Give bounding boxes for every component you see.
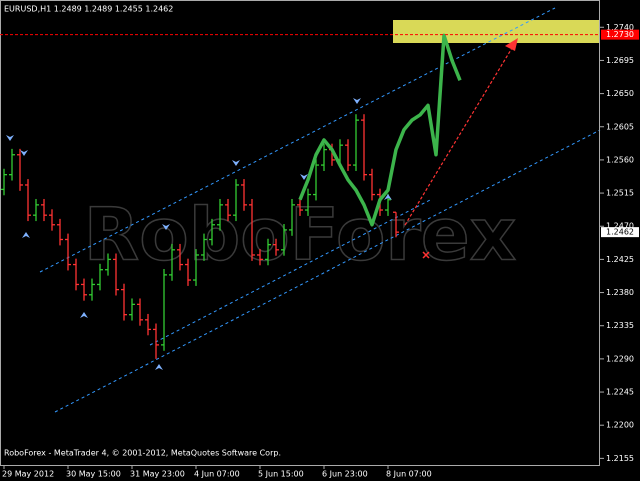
ohlc-bar — [369, 168, 375, 201]
ohlc-bar — [81, 278, 87, 301]
y-tick-label: 1.2380 — [606, 288, 634, 297]
cross-mark — [422, 251, 430, 259]
ohlc-bar — [57, 218, 63, 246]
ohlc-bar — [265, 238, 271, 266]
y-tick-label: 1.2695 — [606, 56, 634, 65]
x-tick-label: 4 Jun 07:00 — [194, 470, 240, 479]
forecast-arrow — [404, 47, 513, 226]
ohlc-bar — [161, 268, 167, 351]
ohlc-bar — [169, 243, 175, 281]
fractals — [6, 98, 392, 370]
price-box — [601, 29, 639, 40]
ohlc-bar — [217, 198, 223, 231]
ohlc-bar — [289, 198, 295, 236]
y-tick-label: 1.2200 — [606, 421, 634, 430]
ohlc-bar — [113, 253, 119, 296]
ohlc-bar — [209, 218, 215, 246]
x-tick-label: 6 Jun 23:00 — [322, 470, 368, 479]
channel-line — [39, 7, 556, 273]
ohlc-bar — [345, 139, 351, 171]
arrow-head — [505, 38, 518, 51]
fractal — [232, 160, 240, 166]
y-tick-label: 1.2740 — [606, 23, 634, 32]
ohlc-bar — [49, 209, 55, 231]
fractal — [155, 364, 163, 370]
fractal — [80, 312, 88, 318]
fractal — [20, 150, 28, 156]
ohlc-bar — [25, 179, 31, 222]
fractal — [6, 135, 14, 141]
ohlc-bar — [9, 148, 15, 181]
fractal — [162, 224, 170, 230]
ohlc-bar — [193, 249, 199, 286]
plot-frame — [0, 0, 600, 466]
ohlc-bar — [177, 243, 183, 271]
ohlc-bar — [89, 278, 95, 301]
y-tick-label: 1.2605 — [606, 122, 634, 131]
y-tick-label: 1.2425 — [606, 255, 634, 264]
y-tick-label: 1.2245 — [606, 388, 634, 397]
ohlc-bar — [129, 298, 135, 321]
fractal — [22, 232, 30, 238]
channel-line — [149, 199, 431, 346]
ohlc-bar — [353, 114, 359, 171]
x-tick-label: 8 Jun 07:00 — [386, 470, 432, 479]
y-tick-label: 1.2650 — [606, 89, 634, 98]
target-zone — [393, 20, 600, 43]
ohlc-bar — [41, 198, 47, 222]
ohlc-bar — [105, 253, 111, 276]
x-tick-label: 5 Jun 15:00 — [258, 470, 304, 479]
overlay-line — [298, 33, 462, 227]
price-box — [601, 227, 639, 238]
x-tick-label: 30 May 15:00 — [66, 470, 121, 479]
ohlc-bar — [361, 114, 367, 181]
ohlc-bar — [297, 198, 303, 216]
ohlc-bar — [97, 263, 103, 291]
ohlc-bar — [305, 188, 311, 216]
fractal — [384, 194, 392, 200]
marks — [1, 33, 462, 359]
price-label: 1.2462 — [606, 228, 634, 237]
ohlc-bar — [73, 258, 79, 291]
ohlc-bar — [153, 323, 159, 359]
y-tick-label: 1.2470 — [606, 222, 634, 231]
ohlc-bar — [1, 168, 7, 196]
y-tick-label: 1.2335 — [606, 321, 634, 330]
ohlc-bar — [17, 148, 23, 191]
x-tick-label: 31 May 23:00 — [130, 470, 185, 479]
y-tick-label: 1.2155 — [606, 454, 634, 463]
fractal — [353, 98, 361, 104]
ohlc-bar — [321, 143, 327, 171]
ohlc-bar — [65, 233, 71, 271]
channel-line — [54, 129, 601, 413]
ohlc-bar — [185, 258, 191, 286]
ohlc-bar — [249, 198, 255, 261]
x-tick-label: 29 May 2012 — [2, 470, 54, 479]
y-tick-label: 1.2515 — [606, 189, 634, 198]
ohlc-bar — [225, 198, 231, 222]
price-label: 1.2730 — [606, 30, 634, 39]
ohlc-bar — [145, 313, 151, 336]
ohlc-bar — [257, 249, 263, 266]
ohlc-bar — [273, 238, 279, 256]
y-tick-label: 1.2560 — [606, 155, 634, 164]
ohlc-bar — [313, 159, 319, 201]
footer: RoboForex - MetaTrader 4, © 2001-2012, M… — [4, 449, 281, 458]
y-tick-label: 1.2290 — [606, 354, 634, 363]
ohlc-bar — [201, 233, 207, 261]
ohlc-bar — [137, 298, 143, 326]
chart-title: EURUSD,H1 1.2489 1.2489 1.2455 1.2462 — [4, 5, 173, 14]
ohlc-bar — [233, 179, 239, 222]
ohlc-bar — [121, 283, 127, 321]
fractal — [300, 174, 308, 180]
ohlc-bar — [393, 211, 399, 238]
ohlc-bar — [33, 198, 39, 222]
ohlc-bar — [241, 179, 247, 211]
ohlc-bar — [281, 224, 287, 256]
